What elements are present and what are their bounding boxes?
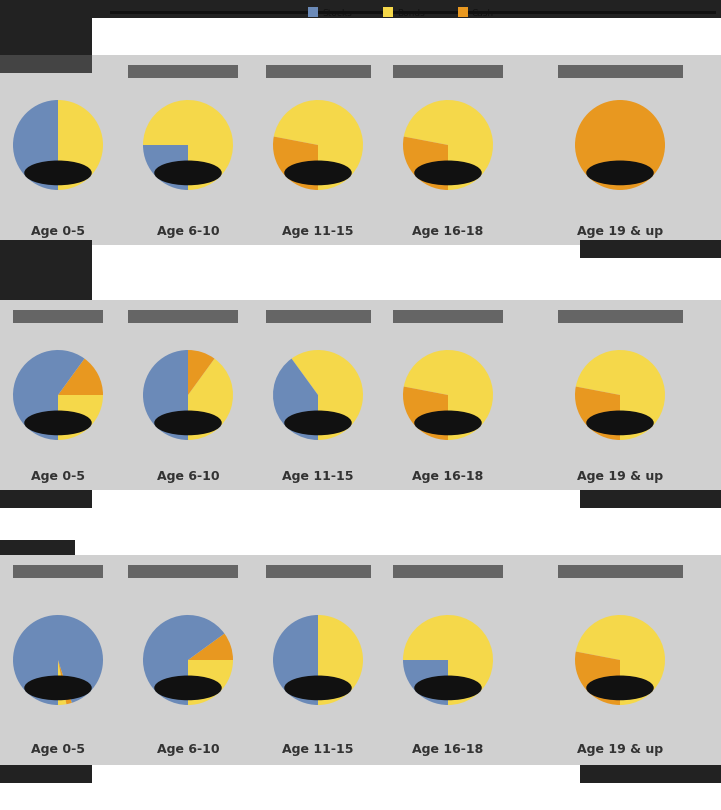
Bar — [458, 7, 468, 17]
Text: Age 19 & up: Age 19 & up — [577, 743, 663, 756]
Bar — [0, 300, 721, 490]
Text: Age 6-10: Age 6-10 — [156, 470, 219, 483]
Bar — [393, 565, 503, 578]
Ellipse shape — [586, 411, 654, 435]
Bar — [128, 310, 238, 323]
Wedge shape — [576, 350, 665, 440]
Ellipse shape — [25, 411, 92, 435]
Wedge shape — [13, 615, 103, 705]
Text: Cash: Cash — [472, 8, 494, 18]
Bar — [580, 490, 721, 508]
Text: Age 16-18: Age 16-18 — [412, 225, 484, 238]
Ellipse shape — [586, 160, 654, 185]
Wedge shape — [273, 359, 318, 440]
Bar — [308, 7, 318, 17]
Text: Age 11-15: Age 11-15 — [282, 470, 354, 483]
Wedge shape — [58, 359, 103, 395]
Wedge shape — [273, 615, 318, 705]
Wedge shape — [576, 615, 665, 705]
Bar — [393, 65, 503, 78]
Bar — [13, 565, 103, 578]
Text: Age 6-10: Age 6-10 — [156, 225, 219, 238]
Ellipse shape — [154, 160, 222, 185]
Bar — [558, 65, 683, 78]
Ellipse shape — [25, 160, 92, 185]
Wedge shape — [58, 100, 103, 190]
Text: Age 6-10: Age 6-10 — [156, 743, 219, 756]
Text: Age 19 & up: Age 19 & up — [577, 470, 663, 483]
Bar — [128, 65, 238, 78]
Text: Age 11-15: Age 11-15 — [282, 225, 354, 238]
Text: Age 0-5: Age 0-5 — [31, 225, 85, 238]
Wedge shape — [575, 651, 620, 705]
Bar — [128, 565, 238, 578]
Text: Age 19 & up: Age 19 & up — [577, 225, 663, 238]
Bar — [0, 55, 92, 73]
Wedge shape — [403, 615, 493, 705]
Wedge shape — [58, 660, 66, 705]
Wedge shape — [274, 100, 363, 190]
Bar — [383, 7, 393, 17]
Bar — [0, 765, 92, 783]
Bar — [13, 310, 103, 323]
Wedge shape — [403, 137, 448, 190]
Ellipse shape — [284, 160, 352, 185]
Bar — [266, 310, 371, 323]
Bar — [0, 555, 721, 765]
Wedge shape — [143, 350, 188, 440]
Bar — [0, 540, 75, 555]
Wedge shape — [143, 145, 188, 190]
Wedge shape — [188, 660, 233, 705]
Bar — [580, 765, 721, 783]
Wedge shape — [318, 615, 363, 705]
Text: Bonds: Bonds — [397, 8, 425, 18]
Ellipse shape — [415, 676, 482, 701]
Bar — [558, 565, 683, 578]
Bar — [580, 240, 721, 258]
Bar — [266, 65, 371, 78]
Wedge shape — [58, 660, 72, 704]
Ellipse shape — [25, 676, 92, 701]
Bar — [393, 310, 503, 323]
Text: Stocks: Stocks — [322, 8, 352, 18]
Wedge shape — [13, 350, 84, 440]
Text: Age 16-18: Age 16-18 — [412, 743, 484, 756]
Wedge shape — [188, 359, 233, 440]
Bar — [266, 565, 371, 578]
Ellipse shape — [284, 411, 352, 435]
Wedge shape — [188, 633, 233, 660]
Bar — [0, 55, 721, 245]
Ellipse shape — [154, 411, 222, 435]
Ellipse shape — [284, 676, 352, 701]
Bar — [0, 240, 92, 258]
Text: Age 11-15: Age 11-15 — [282, 743, 354, 756]
Wedge shape — [143, 100, 233, 190]
Wedge shape — [188, 350, 214, 395]
Bar — [0, 490, 92, 508]
Wedge shape — [575, 100, 665, 190]
Bar — [0, 0, 721, 18]
Bar — [0, 258, 92, 300]
Bar — [110, 11, 716, 14]
Bar — [558, 310, 683, 323]
Ellipse shape — [586, 676, 654, 701]
Wedge shape — [404, 100, 493, 190]
Wedge shape — [143, 615, 224, 705]
Wedge shape — [403, 386, 448, 440]
Wedge shape — [291, 350, 363, 440]
Ellipse shape — [415, 411, 482, 435]
Wedge shape — [273, 137, 318, 190]
Text: Age 0-5: Age 0-5 — [31, 470, 85, 483]
Wedge shape — [13, 100, 58, 190]
Wedge shape — [58, 395, 103, 440]
Ellipse shape — [415, 160, 482, 185]
Ellipse shape — [154, 676, 222, 701]
Wedge shape — [404, 350, 493, 440]
Text: Age 0-5: Age 0-5 — [31, 743, 85, 756]
Bar — [0, 18, 92, 73]
Wedge shape — [575, 386, 620, 440]
Text: Age 16-18: Age 16-18 — [412, 470, 484, 483]
Wedge shape — [403, 660, 448, 705]
